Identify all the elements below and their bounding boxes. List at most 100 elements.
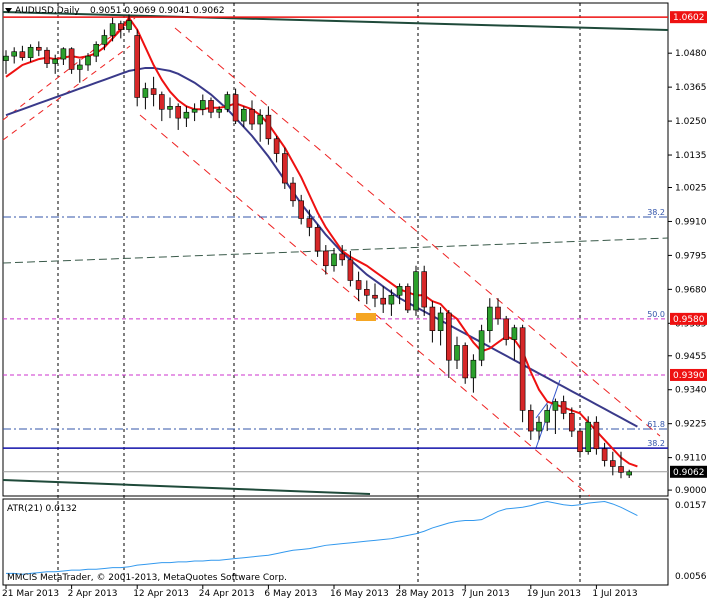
candle-body	[429, 306, 436, 331]
lower-trend-line	[2, 479, 371, 495]
price-tag-label: 1.0602	[673, 13, 705, 23]
candle-body	[609, 460, 616, 467]
candle-body	[552, 401, 559, 411]
atr-panel-frame	[2, 498, 669, 586]
candle-body	[421, 271, 428, 308]
price-tick-label: 1.0365	[675, 83, 707, 93]
date-label: 21 Mar 2013	[2, 589, 59, 599]
price-tick-label: 0.9340	[675, 386, 707, 396]
candle-body	[183, 111, 190, 119]
date-label: 2 Apr 2013	[68, 589, 118, 599]
falling-channel-lower	[139, 114, 591, 497]
fib-label-3: 38.2	[647, 439, 665, 448]
candle-body	[249, 108, 255, 125]
price-tick-label: 1.0480	[675, 49, 707, 59]
atr-min-label: 0.0056	[675, 572, 707, 582]
candle-body	[191, 108, 198, 113]
atr-line	[6, 500, 638, 575]
candle-body	[486, 306, 493, 331]
blue-channel-b	[535, 401, 549, 419]
candle-body	[388, 294, 395, 305]
candle-body	[150, 88, 157, 95]
candle-body	[85, 55, 91, 66]
price-tick-label: 0.9455	[675, 352, 707, 362]
candle-body	[601, 448, 608, 461]
candle-body	[560, 401, 567, 414]
candle-body	[363, 289, 370, 296]
candle-body	[27, 46, 34, 58]
candle-body	[77, 64, 83, 70]
main-chart-frame	[2, 2, 669, 497]
candle-body	[265, 114, 272, 140]
candle-body	[68, 48, 75, 70]
candle-body	[626, 471, 633, 476]
collapse-arrow-icon	[5, 8, 12, 13]
price-tag-2	[670, 368, 707, 381]
chart-ohlc-label: 0.9051 0.9069 0.9041 0.9062	[90, 6, 225, 16]
candle-body	[159, 94, 165, 110]
candle-body	[224, 94, 231, 110]
candle-body	[142, 88, 149, 98]
candle-body	[413, 271, 419, 311]
price-tag-0	[670, 11, 707, 24]
price-tag-label: 0.9390	[673, 371, 705, 381]
price-tick-label: 0.9910	[675, 217, 707, 227]
date-label: 6 May 2013	[264, 589, 317, 599]
candle-body	[404, 286, 411, 311]
candle-body	[118, 23, 124, 30]
price-tag-label: 0.9062	[673, 468, 705, 478]
price-tick-label: 0.9225	[675, 420, 707, 430]
candle-body	[126, 20, 132, 30]
date-label: 19 Jun 2013	[527, 589, 581, 599]
price-tick-label: 0.9680	[675, 285, 707, 295]
date-label: 16 May 2013	[330, 589, 389, 599]
price-tick-label: 1.0135	[675, 151, 707, 161]
candle-body	[593, 421, 600, 450]
candle-body	[372, 294, 378, 299]
candle-body	[208, 100, 214, 113]
orange-marker	[356, 313, 376, 321]
rising-channel-upper	[2, 17, 136, 121]
candle-body	[445, 312, 452, 361]
candle-body	[290, 182, 296, 202]
price-tag-label: 0.9580	[673, 315, 705, 325]
candle-body	[281, 153, 288, 184]
candle-body	[109, 23, 116, 36]
candle-body	[35, 46, 42, 51]
price-tick-label: 0.9110	[675, 454, 707, 464]
candle-body	[19, 51, 26, 58]
candle-body	[306, 218, 313, 228]
price-tick-label: 0.9795	[675, 251, 707, 261]
candle-body	[618, 466, 624, 473]
candle-body	[462, 345, 469, 379]
date-label: 28 May 2013	[396, 589, 455, 599]
date-label: 7 Jun 2013	[461, 589, 509, 599]
candle-body	[470, 359, 477, 379]
candle-body	[503, 318, 510, 340]
price-tick-label: 0.9000	[675, 486, 707, 496]
candle-body	[511, 327, 518, 340]
candle-body	[527, 410, 534, 432]
candle-body	[380, 297, 387, 305]
candle-body	[437, 312, 444, 331]
candle-body	[322, 250, 329, 267]
candle-body	[478, 330, 485, 361]
candle-body	[241, 108, 247, 122]
candle-body	[257, 114, 264, 125]
candle-body	[60, 48, 67, 60]
candle-body	[495, 306, 501, 320]
candle-body	[167, 106, 173, 110]
candle-body	[134, 35, 140, 98]
date-label: 12 Apr 2013	[133, 589, 189, 599]
candle-body	[11, 51, 17, 57]
candle-body	[200, 100, 206, 110]
candle-body	[568, 413, 575, 432]
moving-average-slow	[5, 66, 638, 428]
price-tick-label: 1.0250	[675, 117, 707, 127]
fib-label-1: 50.0	[647, 310, 665, 319]
candle-body	[3, 55, 9, 61]
candle-body	[355, 280, 362, 290]
candle-body	[298, 200, 305, 219]
atr-max-label: 0.0157	[675, 501, 707, 511]
